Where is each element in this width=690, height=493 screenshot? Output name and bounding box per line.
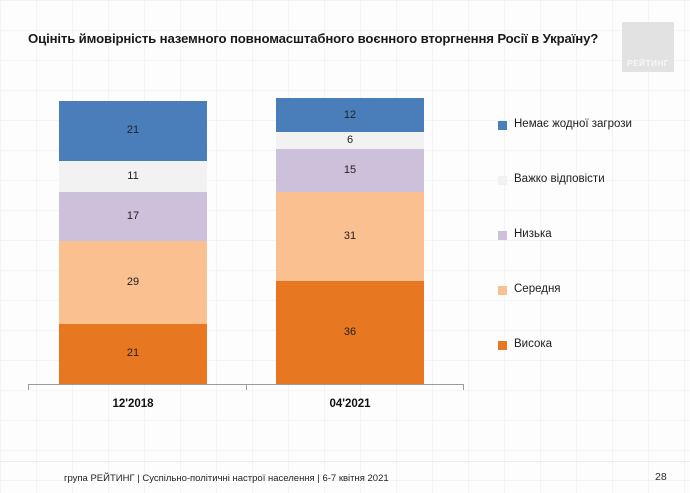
legend-color-swatch — [498, 231, 507, 240]
footer-divider — [0, 461, 690, 462]
bar-segment-value: 31 — [343, 230, 357, 243]
bar-segment: 29 — [59, 240, 207, 324]
bar-segment: 6 — [276, 132, 424, 150]
bar-segment-value: 29 — [126, 275, 140, 288]
legend-item-label: Немає жодної загрози — [514, 118, 632, 130]
legend-item-label: Важко відповісти — [514, 173, 605, 185]
page-title: Оцініть ймовірність наземного повномасшт… — [28, 31, 599, 46]
legend-item-label: Висока — [514, 338, 553, 350]
legend-item[interactable]: Середня — [498, 283, 678, 338]
legend-item-label: Низька — [514, 228, 552, 240]
legend-color-swatch — [498, 121, 507, 130]
bar-segment-value: 6 — [346, 134, 354, 147]
legend-item[interactable]: Висока — [498, 338, 678, 393]
bar-segment-value: 36 — [343, 325, 357, 338]
legend-item[interactable]: Немає жодної загрози — [498, 118, 678, 173]
legend-color-swatch — [498, 341, 507, 350]
rating-logo: РЕЙТИНГ — [622, 22, 674, 72]
bar-segment-value: 12 — [343, 108, 357, 121]
legend-item[interactable]: Важко відповісти — [498, 173, 678, 228]
legend-item-label: Середня — [514, 283, 561, 295]
bar-segment: 21 — [59, 100, 207, 161]
chart-legend: Немає жодної загрози Важко відповісти Низь… — [498, 118, 678, 393]
category-label: 04'2021 — [329, 398, 371, 410]
footer-source-text: група РЕЙТИНГ | Суспільно-політичні наст… — [64, 473, 389, 484]
bar-segment: 12 — [276, 98, 424, 133]
bar-segment-value: 21 — [126, 124, 140, 137]
stacked-bar: 21 11 17 29 21 — [59, 100, 207, 384]
legend-item[interactable]: Низька — [498, 228, 678, 283]
bar-segment: 31 — [276, 192, 424, 282]
chart-plot-area — [28, 92, 464, 390]
legend-color-swatch — [498, 176, 507, 185]
stacked-bar: 12 6 15 31 36 — [276, 98, 424, 384]
bar-segment-value: 21 — [126, 347, 140, 360]
bar-segment: 21 — [59, 323, 207, 384]
x-axis-tick-end — [463, 384, 464, 390]
x-axis-tick-middle — [246, 384, 247, 390]
x-axis-tick-start — [28, 384, 29, 390]
page-number: 28 — [655, 471, 667, 483]
bar-segment-value: 17 — [126, 210, 140, 223]
bar-segment: 11 — [59, 160, 207, 193]
rating-logo-label: РЕЙТИНГ — [627, 58, 669, 68]
legend-color-swatch — [498, 286, 507, 295]
bar-segment: 36 — [276, 281, 424, 384]
bar-segment-value: 11 — [127, 170, 139, 183]
category-label: 12'2018 — [112, 398, 154, 410]
bar-segment: 17 — [59, 192, 207, 241]
bar-segment: 15 — [276, 149, 424, 193]
bar-segment-value: 15 — [343, 164, 357, 177]
